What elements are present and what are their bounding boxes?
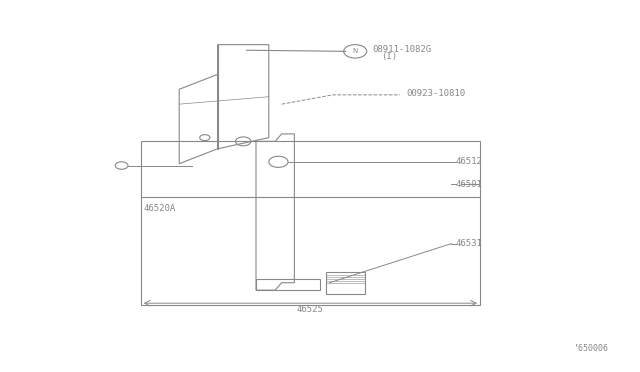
Text: ’650006: ’650006	[573, 344, 608, 353]
Text: (I): (I)	[381, 52, 397, 61]
Text: 46525: 46525	[297, 305, 324, 314]
Text: 08911-1082G: 08911-1082G	[372, 45, 431, 54]
Text: 46501: 46501	[456, 180, 483, 189]
Text: 46512: 46512	[456, 157, 483, 166]
Bar	[141, 141, 480, 305]
Text: N: N	[353, 48, 358, 54]
Text: 46520A: 46520A	[144, 204, 176, 213]
Text: 46531: 46531	[456, 239, 483, 248]
Text: 00923-10810: 00923-10810	[406, 89, 465, 98]
